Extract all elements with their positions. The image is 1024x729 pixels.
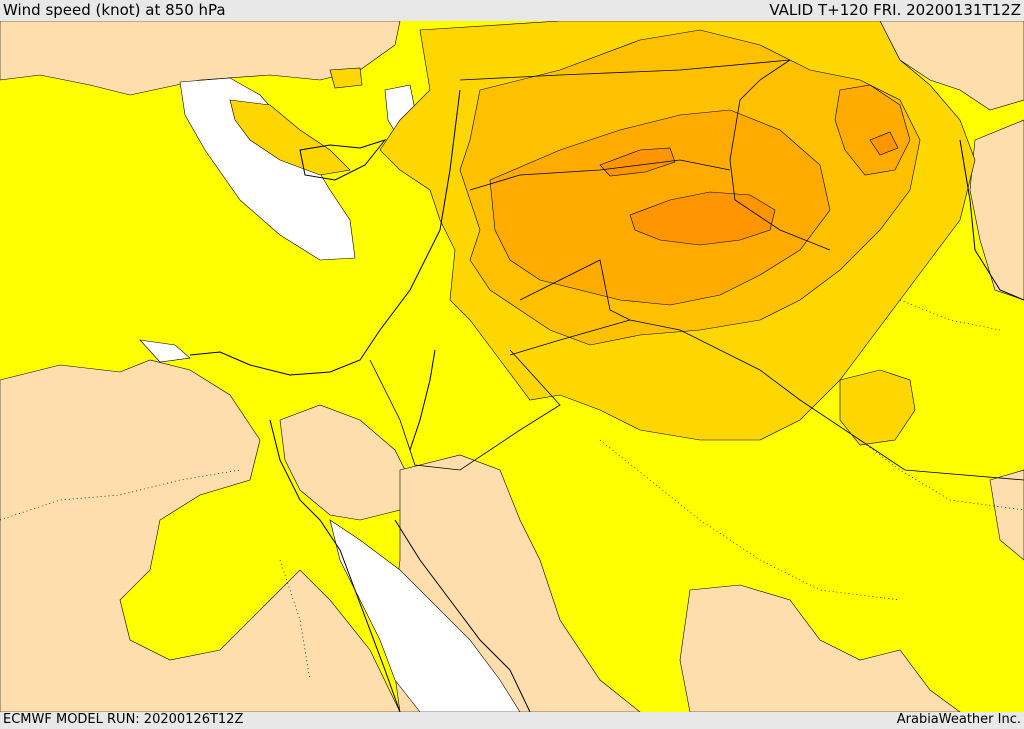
weak-wind-area-south xyxy=(0,359,401,712)
footer-bar: ECMWF MODEL RUN: 20200126T12Z ArabiaWeat… xyxy=(0,712,1024,729)
strongest-wind-areas xyxy=(599,131,899,246)
calm-wind-areas xyxy=(139,77,521,712)
moderate-area-north-island xyxy=(329,67,363,89)
moderate-area-iraq xyxy=(839,369,916,446)
moderate-area-west xyxy=(229,99,351,176)
weak-wind-area-east-coast xyxy=(969,119,1024,301)
model-run: ECMWF MODEL RUN: 20200126T12Z xyxy=(3,712,244,727)
border-turkey-north xyxy=(459,59,791,81)
border-egypt-israel xyxy=(369,349,561,471)
weak-wind-area-east-edge xyxy=(989,469,1024,561)
weak-wind-area-southeast xyxy=(679,584,961,712)
coastline-levant xyxy=(189,89,461,376)
calm-area-mediterranean xyxy=(179,77,356,261)
weak-wind-area-north xyxy=(0,21,401,96)
weak-wind-areas xyxy=(0,21,1024,712)
admin-boundaries xyxy=(0,299,1024,681)
coastlines xyxy=(189,89,1024,712)
valid-time: VALID T+120 FRI. 20200131T12Z xyxy=(769,1,1021,19)
calm-area-nile xyxy=(139,339,191,363)
wind-speed-map xyxy=(0,21,1024,712)
coastline-cyprus xyxy=(299,139,387,181)
strongest-area-small xyxy=(599,147,676,177)
weak-wind-area-northeast xyxy=(879,21,1024,111)
coastline-red-sea-east xyxy=(394,519,531,712)
coastline-gulf-aqaba xyxy=(409,349,436,451)
strongest-area-east xyxy=(869,131,899,156)
map-title: Wind speed (knot) at 850 hPa xyxy=(3,1,226,19)
calm-area-red-sea xyxy=(329,519,521,712)
country-borders xyxy=(369,59,1024,481)
border-syria-iraq xyxy=(519,259,1024,481)
coastline-red-sea-west xyxy=(269,419,401,712)
border-syria-turkey xyxy=(469,159,731,191)
header-bar: Wind speed (knot) at 850 hPa VALID T+120… xyxy=(0,0,1024,21)
border-iraq-iran xyxy=(729,59,831,251)
coastline-gulf xyxy=(959,139,1024,301)
strongest-area-core xyxy=(629,191,776,246)
stronger-area-east xyxy=(834,84,911,176)
border-jordan-saudi xyxy=(509,319,631,356)
credit-label: ArabiaWeather Inc. xyxy=(896,712,1021,727)
admin-boundary-3 xyxy=(859,439,1024,511)
admin-boundary-2 xyxy=(599,439,901,601)
